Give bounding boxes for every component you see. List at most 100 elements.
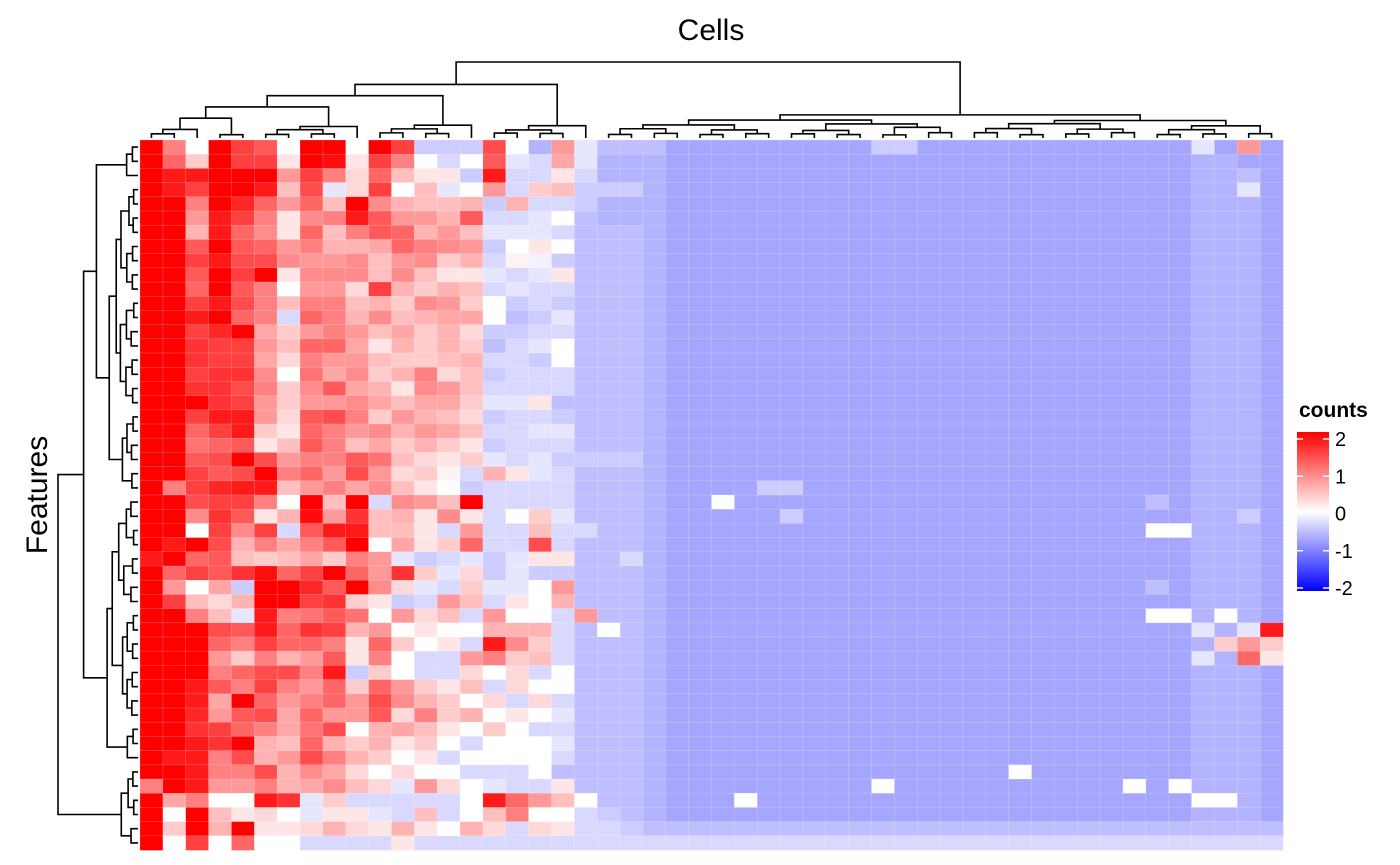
heatmap-cell — [802, 253, 827, 269]
heatmap-cell — [619, 778, 644, 794]
heatmap-cell — [665, 494, 690, 510]
heatmap-cell — [665, 537, 690, 553]
heatmap-cell — [1077, 721, 1101, 738]
heatmap-cell — [1077, 736, 1101, 752]
heatmap-cell — [1237, 295, 1261, 312]
heatmap-cell — [299, 139, 324, 155]
heatmap-cell — [1054, 196, 1078, 212]
heatmap-cell — [254, 239, 278, 255]
heatmap-cell — [1122, 153, 1147, 170]
heatmap-cell — [1122, 210, 1147, 226]
heatmap-cell — [345, 409, 370, 425]
heatmap-cell — [1099, 409, 1124, 425]
heatmap-cell — [345, 721, 370, 738]
heatmap-cell — [779, 508, 804, 525]
heatmap-cell — [665, 821, 690, 837]
heatmap-cell — [619, 494, 644, 510]
heatmap-cell — [939, 466, 964, 482]
heatmap-cell — [368, 253, 393, 269]
heatmap-cell — [962, 750, 987, 766]
heatmap-cell — [688, 778, 713, 794]
heatmap-cell — [756, 466, 781, 482]
heatmap-cell — [299, 750, 324, 766]
heatmap-cell — [162, 182, 187, 198]
heatmap-cell — [1237, 253, 1261, 269]
heatmap-cell — [825, 366, 850, 383]
heatmap-cell — [985, 366, 1010, 383]
heatmap-cell — [916, 324, 941, 340]
heatmap-cell — [596, 721, 621, 738]
heatmap-cell — [894, 594, 918, 610]
heatmap-cell — [436, 480, 461, 496]
heatmap-cell — [1168, 409, 1193, 425]
heatmap-cell — [1191, 480, 1216, 496]
heatmap-cell — [802, 324, 827, 340]
heatmap-cell — [368, 693, 393, 709]
heatmap-cell — [414, 182, 438, 198]
heatmap-cell — [1077, 480, 1101, 496]
heatmap-cell — [528, 338, 553, 354]
heatmap-cell — [825, 437, 850, 454]
heatmap-cell — [436, 409, 461, 425]
heatmap-cell — [254, 693, 278, 709]
heatmap-cell — [322, 196, 347, 212]
heatmap-cell — [619, 736, 644, 752]
column-dendrogram-branch — [1053, 119, 1227, 126]
heatmap-cell — [276, 807, 301, 823]
heatmap-cell — [391, 764, 415, 780]
heatmap-cell — [916, 750, 941, 766]
heatmap-cell — [734, 395, 758, 411]
heatmap-cell — [139, 352, 164, 368]
heatmap-cell — [779, 182, 804, 198]
heatmap-cell — [871, 792, 896, 809]
heatmap-cell — [436, 310, 461, 326]
heatmap-cell — [1259, 281, 1284, 297]
heatmap-cell — [596, 310, 621, 326]
heatmap-cell — [1191, 764, 1216, 780]
heatmap-cell — [299, 594, 324, 610]
heatmap-cell — [916, 693, 941, 709]
heatmap-cell — [1191, 409, 1216, 425]
heatmap-cell — [642, 579, 667, 596]
heatmap-cell — [779, 736, 804, 752]
heatmap-cell — [231, 537, 255, 553]
heatmap-cell — [1145, 650, 1170, 667]
heatmap-cell — [231, 423, 255, 439]
heatmap-cell — [482, 835, 507, 851]
heatmap-cell — [619, 565, 644, 581]
heatmap-cell — [459, 608, 484, 624]
heatmap-cell — [345, 494, 370, 510]
column-dendrogram-branch — [1007, 122, 1101, 130]
heatmap-cell — [139, 224, 164, 241]
heatmap-cell — [734, 807, 758, 823]
heatmap-cell — [345, 480, 370, 496]
heatmap-cell — [528, 437, 553, 454]
heatmap-cell — [322, 395, 347, 411]
heatmap-cell — [1054, 168, 1078, 184]
heatmap-cell — [1077, 565, 1101, 581]
heatmap-cell — [1054, 437, 1078, 454]
legend-tick-label: 1 — [1335, 466, 1346, 488]
heatmap-cell — [368, 508, 393, 525]
heatmap-cell — [322, 295, 347, 312]
heatmap-cell — [939, 253, 964, 269]
heatmap-cell — [254, 452, 278, 468]
heatmap-cell — [1168, 381, 1193, 397]
heatmap-cell — [939, 750, 964, 766]
heatmap-cell — [1259, 139, 1284, 155]
heatmap-cell — [1031, 821, 1056, 837]
heatmap-cell — [1259, 579, 1284, 596]
heatmap-cell — [1008, 821, 1033, 837]
heatmap-cell — [162, 324, 187, 340]
heatmap-cell — [459, 679, 484, 695]
heatmap-cell — [619, 352, 644, 368]
heatmap-cell — [208, 508, 233, 525]
heatmap-cell — [276, 494, 301, 510]
heatmap-cell — [345, 778, 370, 794]
heatmap-cell — [368, 310, 393, 326]
heatmap-cell — [916, 480, 941, 496]
heatmap-cell — [254, 821, 278, 837]
heatmap-cell — [368, 665, 393, 681]
heatmap-cell — [459, 437, 484, 454]
heatmap-cell — [665, 636, 690, 652]
